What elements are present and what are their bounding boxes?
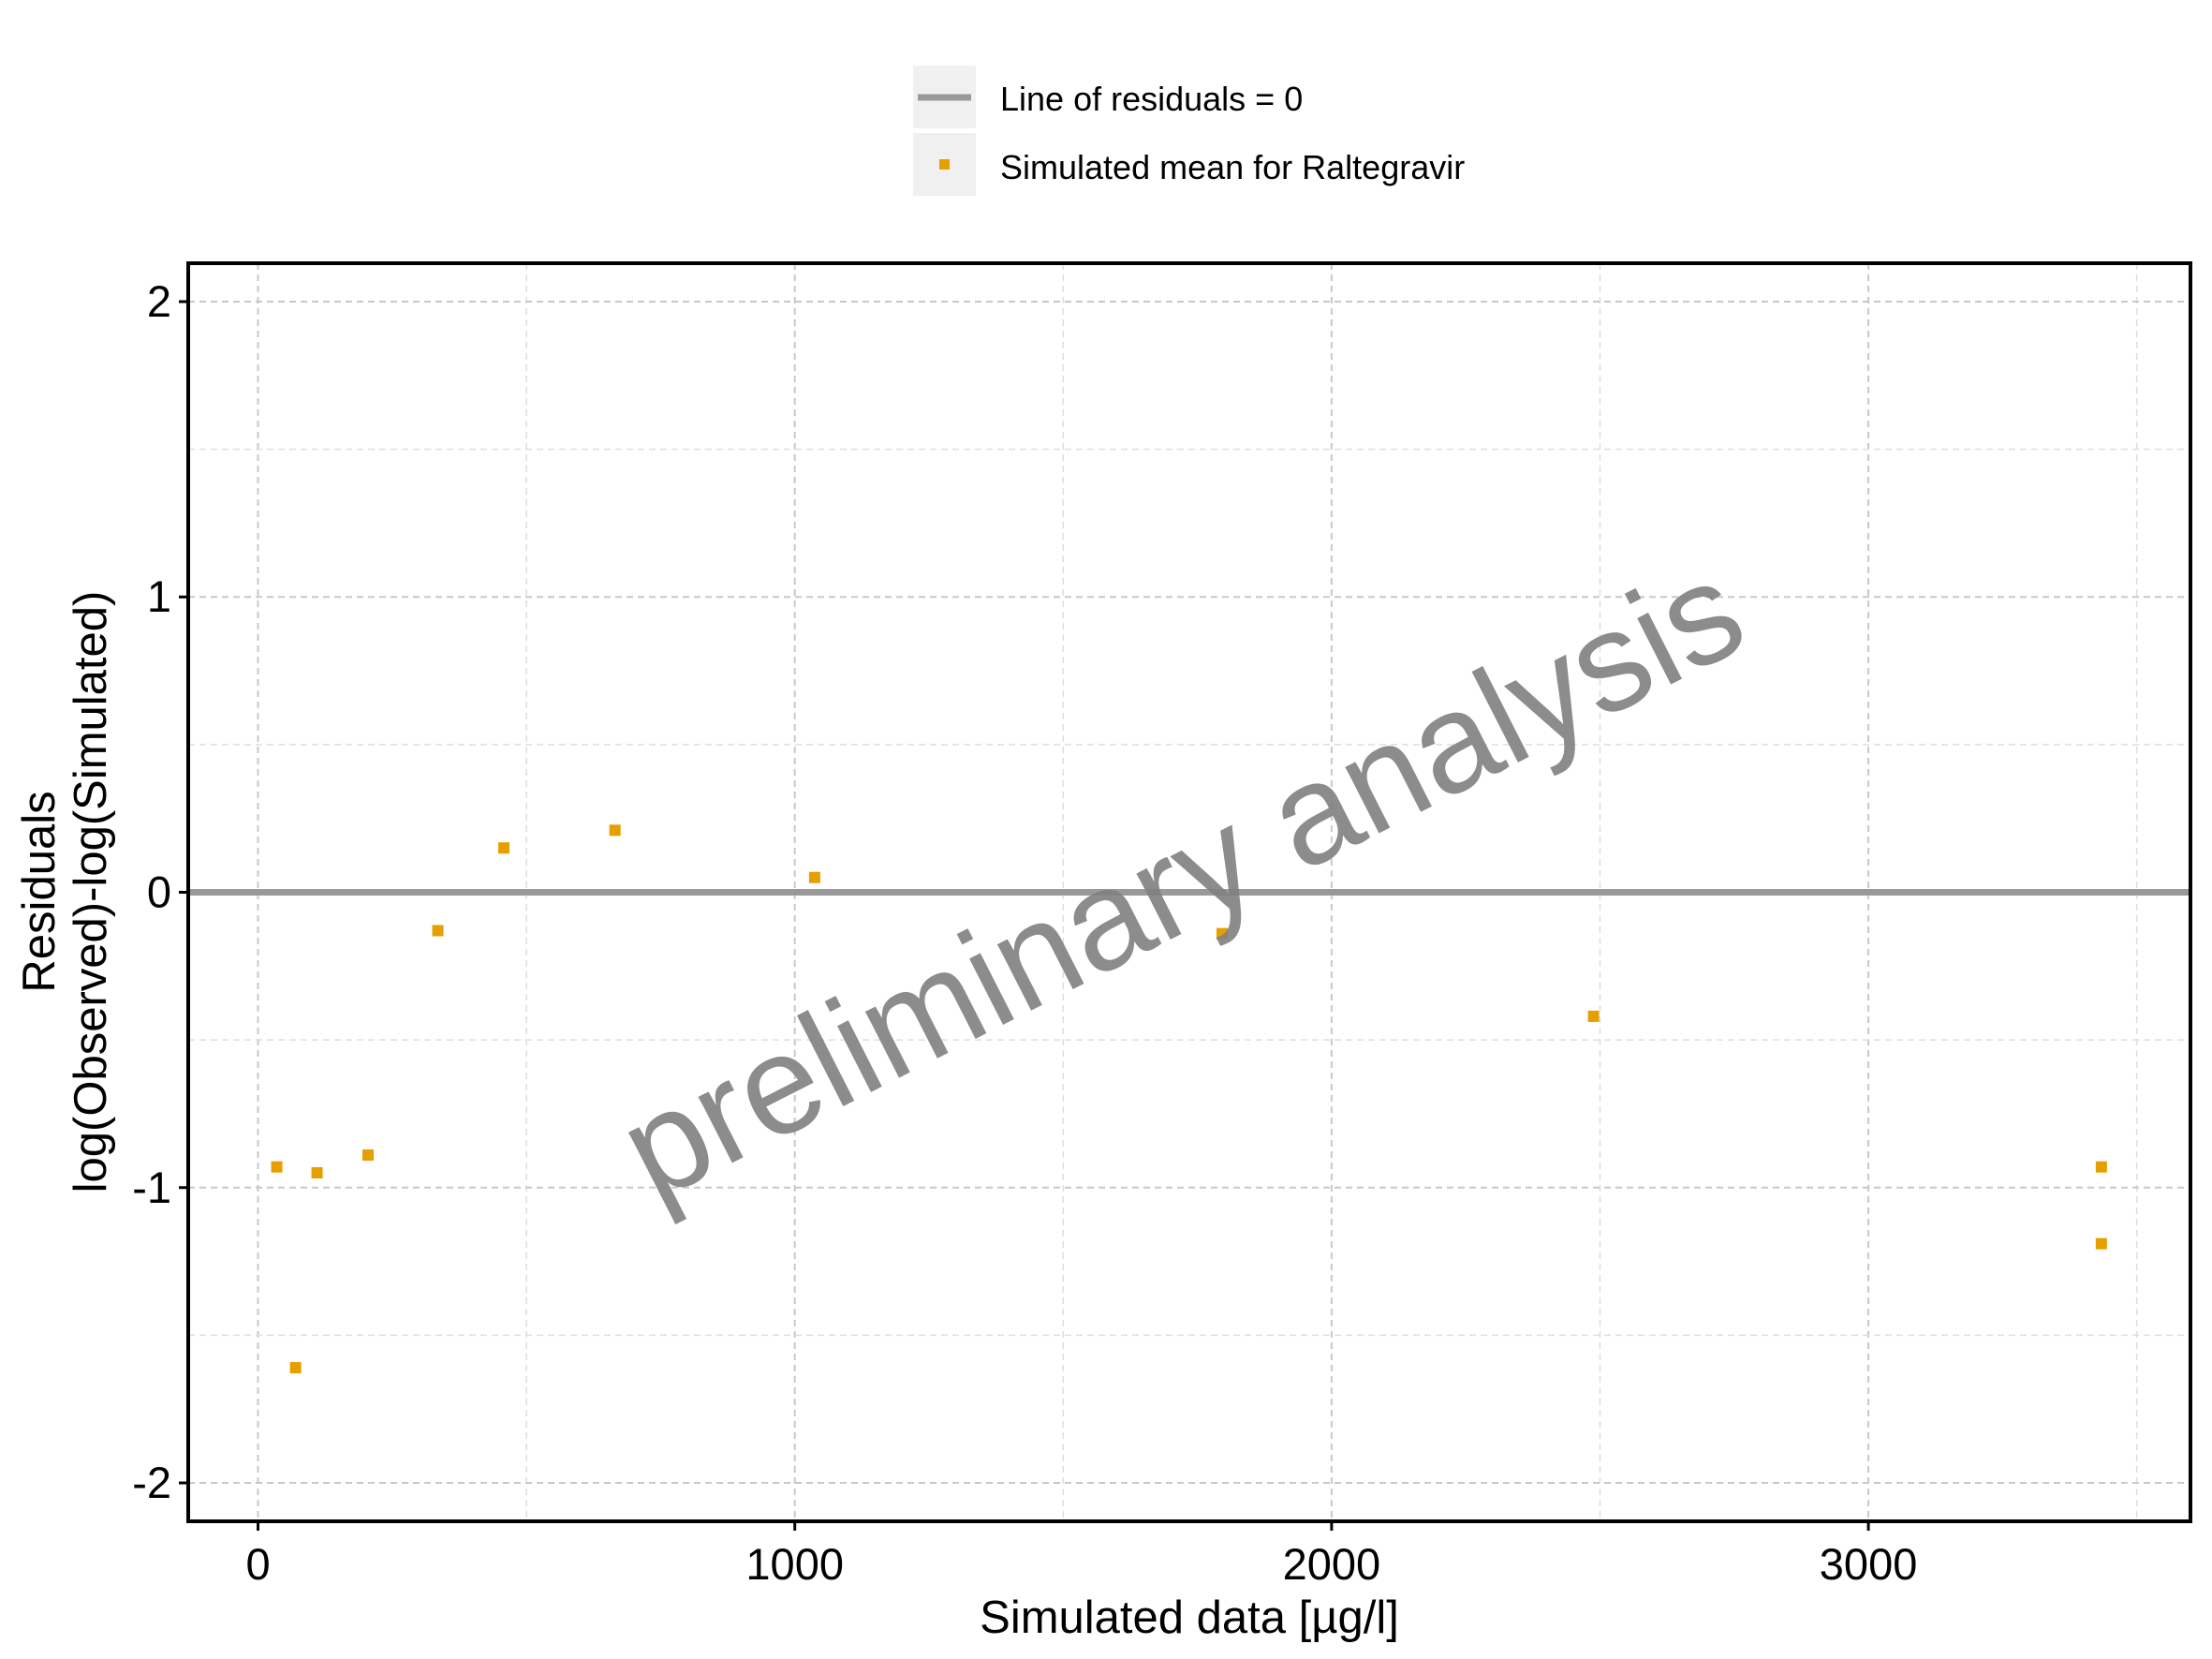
x-tick-label: 1000 [745,1539,844,1589]
data-point [289,1362,302,1374]
y-axis-title-line-1: Residuals [14,791,65,992]
y-tick-label: -2 [132,1458,171,1507]
y-tick-label: 0 [147,867,171,917]
data-point [609,824,621,837]
legend-label-series: Simulated mean for Raltegravir [1000,148,1465,186]
legend: Line of residuals = 0 Simulated mean for… [913,66,1465,196]
x-tick-label: 0 [245,1539,270,1589]
y-axis-title-line-2: log(Observed)-log(Simulated) [66,591,116,1193]
legend-point-swatch [939,159,950,170]
data-point [498,842,510,854]
data-point [1216,927,1228,940]
y-tick-label: 1 [147,571,171,621]
y-axis: -2 -1 0 1 2 [132,276,188,1507]
x-axis: 0 1000 2000 3000 [245,1521,1917,1589]
y-tick-label: -1 [132,1163,171,1212]
x-tick-label: 2000 [1283,1539,1381,1589]
data-point [362,1149,375,1162]
data-point [432,925,444,937]
x-axis-title: Simulated data [µg/l] [980,1592,1399,1643]
data-point [311,1166,323,1178]
data-point [271,1161,283,1173]
data-point [1587,1010,1600,1022]
x-tick-label: 3000 [1820,1539,1918,1589]
y-tick-label: 2 [147,276,171,326]
legend-label-reference-line: Line of residuals = 0 [1000,80,1303,118]
data-points [271,824,2107,1374]
data-point [2095,1237,2107,1250]
data-point [2095,1161,2107,1173]
data-point [808,871,820,883]
